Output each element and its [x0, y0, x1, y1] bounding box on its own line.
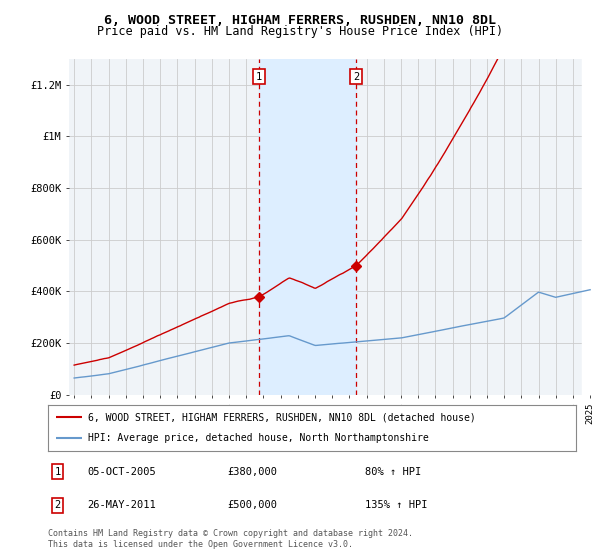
Text: 05-OCT-2005: 05-OCT-2005 — [88, 467, 157, 477]
Text: 80% ↑ HPI: 80% ↑ HPI — [365, 467, 421, 477]
Text: Contains HM Land Registry data © Crown copyright and database right 2024.
This d: Contains HM Land Registry data © Crown c… — [48, 529, 413, 549]
Text: £500,000: £500,000 — [227, 501, 278, 511]
Text: Price paid vs. HM Land Registry's House Price Index (HPI): Price paid vs. HM Land Registry's House … — [97, 25, 503, 38]
Text: 6, WOOD STREET, HIGHAM FERRERS, RUSHDEN, NN10 8DL (detached house): 6, WOOD STREET, HIGHAM FERRERS, RUSHDEN,… — [88, 412, 475, 422]
Text: £380,000: £380,000 — [227, 467, 278, 477]
Text: 2: 2 — [55, 501, 61, 511]
Text: 6, WOOD STREET, HIGHAM FERRERS, RUSHDEN, NN10 8DL: 6, WOOD STREET, HIGHAM FERRERS, RUSHDEN,… — [104, 14, 496, 27]
Text: 26-MAY-2011: 26-MAY-2011 — [88, 501, 157, 511]
Text: 1: 1 — [256, 72, 262, 82]
Text: 135% ↑ HPI: 135% ↑ HPI — [365, 501, 427, 511]
Text: 2: 2 — [353, 72, 359, 82]
Bar — [259, 59, 356, 395]
Text: HPI: Average price, detached house, North Northamptonshire: HPI: Average price, detached house, Nort… — [88, 433, 428, 444]
Text: 1: 1 — [55, 467, 61, 477]
Bar — [581, 59, 599, 395]
